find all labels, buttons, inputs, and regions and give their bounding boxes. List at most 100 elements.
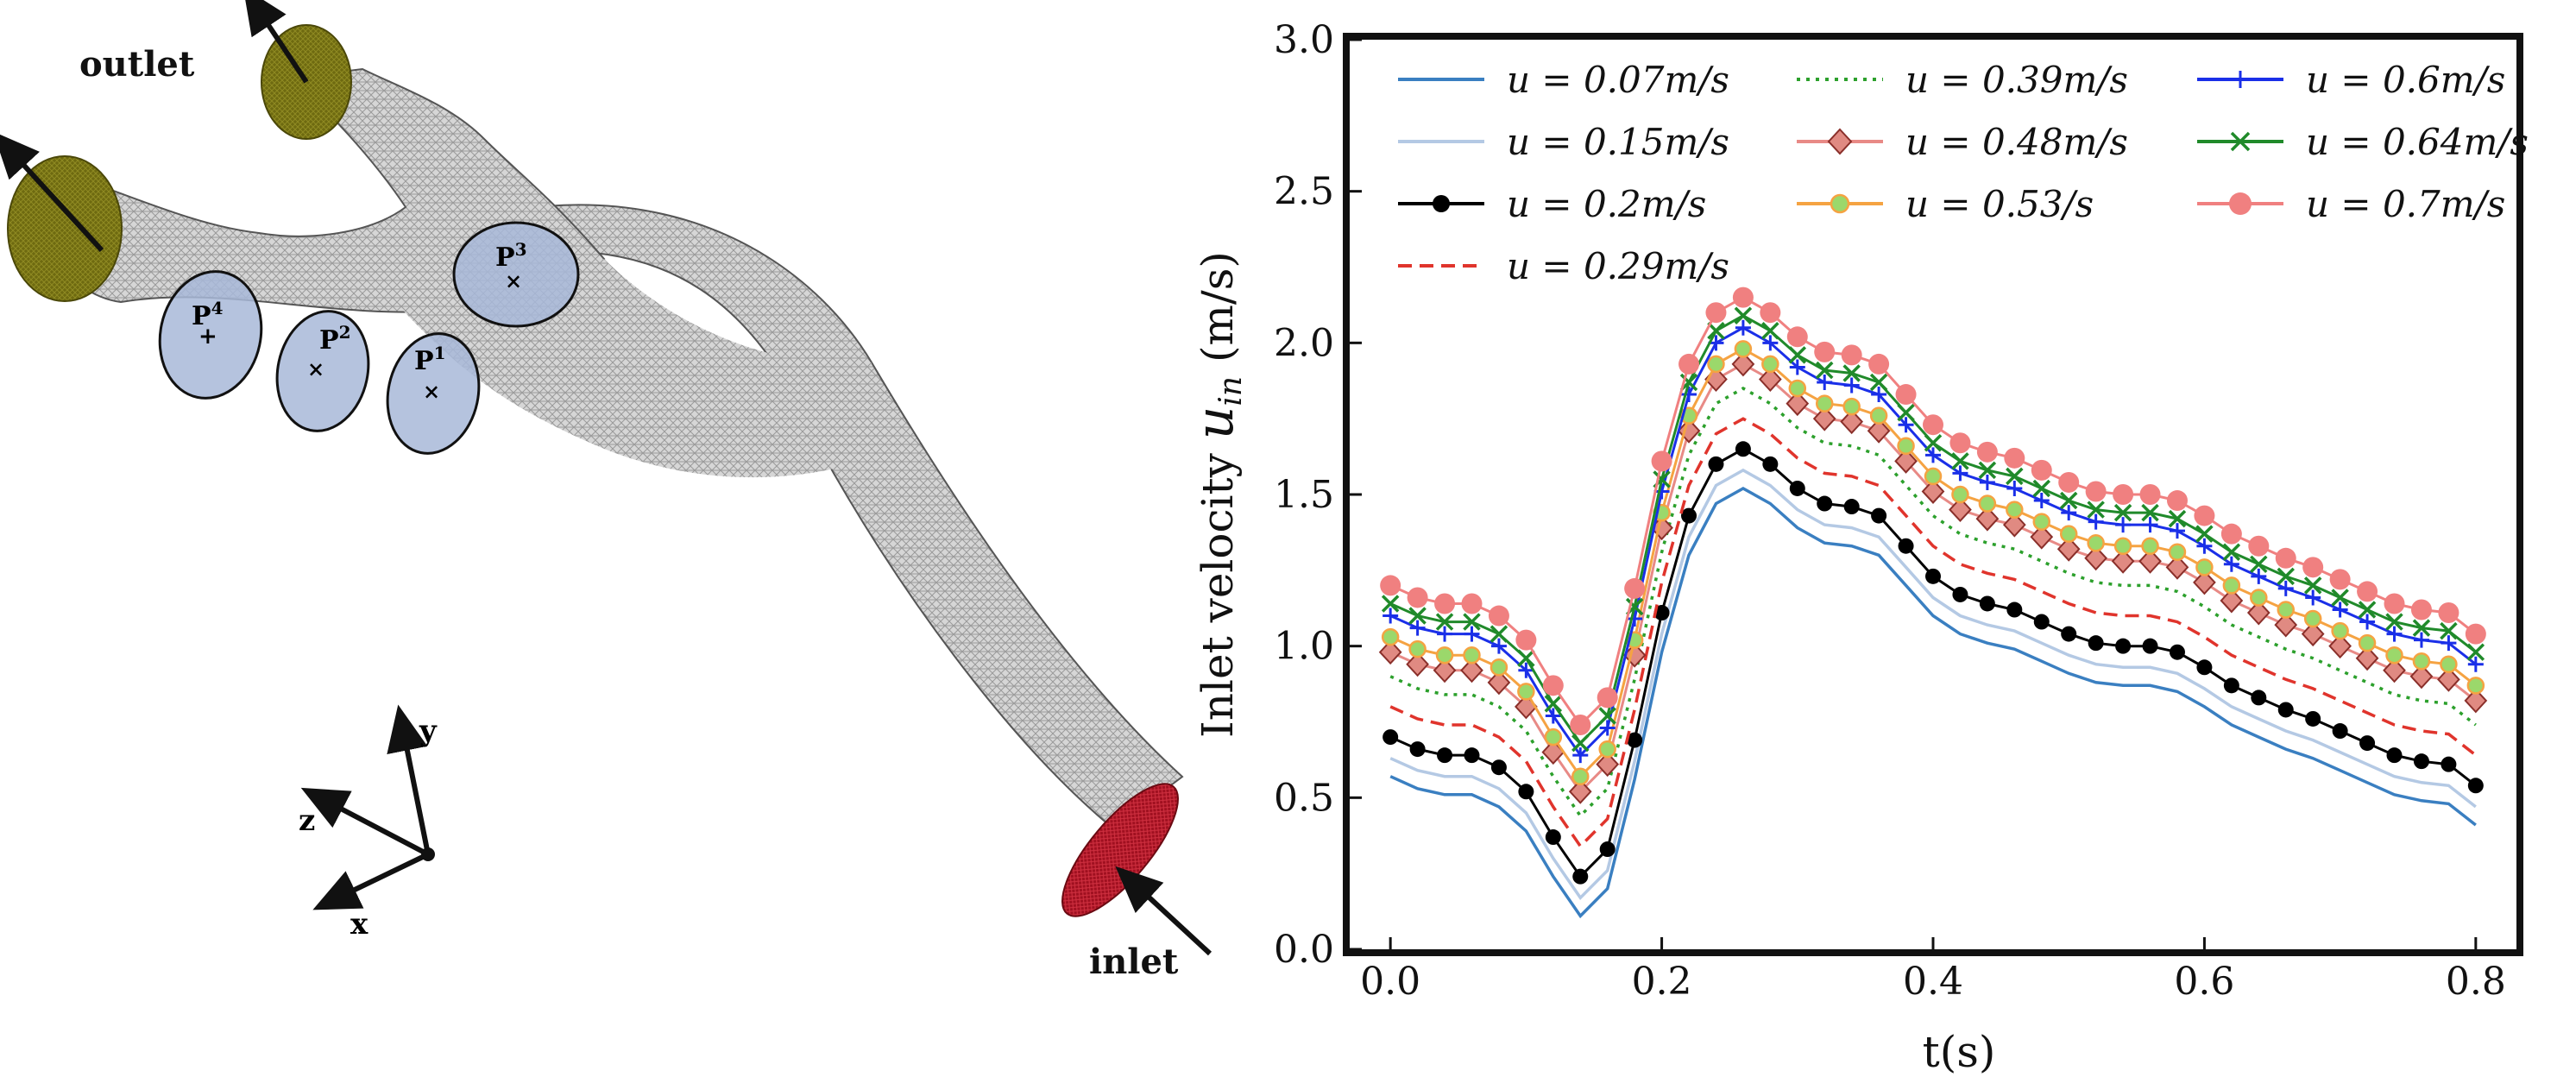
probe-label-p4: P4 bbox=[192, 298, 224, 331]
data-point bbox=[1840, 409, 1864, 435]
data-point bbox=[1488, 605, 1509, 627]
probe-marker-p4: + bbox=[198, 324, 217, 350]
data-point bbox=[2169, 644, 2185, 660]
outlet-label: outlet bbox=[79, 44, 195, 85]
data-point bbox=[2111, 548, 2135, 574]
data-point bbox=[1898, 538, 1914, 554]
data-point bbox=[2220, 588, 2244, 614]
data-point bbox=[2006, 480, 2023, 496]
data-point bbox=[2383, 658, 2406, 683]
data-point bbox=[1843, 377, 1860, 394]
legend-entry: u = 0.39m/s bbox=[1797, 59, 2128, 101]
data-point bbox=[1975, 506, 2000, 532]
data-point bbox=[1597, 687, 1618, 709]
data-point bbox=[1681, 507, 1697, 524]
data-point bbox=[2357, 581, 2378, 602]
data-point bbox=[1871, 387, 1887, 403]
data-point bbox=[1761, 322, 1779, 340]
data-point bbox=[2464, 688, 2488, 714]
x-axis-label: t(s) bbox=[1923, 1027, 1996, 1077]
legend-entry: u = 0.15m/s bbox=[1398, 121, 1729, 163]
data-point bbox=[2409, 664, 2434, 690]
data-point bbox=[2331, 621, 2349, 640]
data-point bbox=[1571, 767, 1590, 785]
data-point bbox=[2061, 626, 2077, 642]
y-tick-label: 0.5 bbox=[1274, 776, 1334, 820]
legend-entry: u = 0.2m/s bbox=[1398, 183, 1706, 225]
data-point bbox=[2465, 623, 2486, 645]
data-point bbox=[2141, 537, 2159, 555]
legend-entry: u = 0.6m/s bbox=[2197, 59, 2505, 101]
series-5 bbox=[1378, 351, 2488, 804]
data-point bbox=[2359, 735, 2376, 752]
data-point bbox=[1924, 434, 1943, 452]
y-tick-label: 2.5 bbox=[1274, 170, 1334, 214]
axis-label-x: x bbox=[350, 907, 368, 942]
data-point bbox=[2332, 601, 2348, 618]
probe-plane-p2 bbox=[275, 310, 370, 432]
data-point bbox=[1897, 403, 1915, 422]
data-point bbox=[2223, 677, 2239, 694]
data-point bbox=[2246, 600, 2271, 626]
data-point bbox=[1898, 417, 1914, 433]
series-line bbox=[1389, 486, 2477, 919]
data-point bbox=[1544, 695, 1563, 713]
data-point bbox=[1951, 485, 1969, 504]
data-point bbox=[1734, 340, 1753, 358]
data-point bbox=[1979, 474, 1995, 490]
outlet-arrow-right bbox=[242, 0, 309, 84]
probe-plane-p4 bbox=[158, 270, 263, 400]
data-point bbox=[1433, 195, 1450, 212]
inlet-label: inlet bbox=[1089, 942, 1179, 982]
legend-entry: u = 0.29m/s bbox=[1398, 245, 1729, 287]
data-point bbox=[1871, 507, 1887, 524]
data-point bbox=[1461, 593, 1483, 614]
data-point bbox=[2195, 558, 2214, 576]
data-point bbox=[2277, 567, 2295, 586]
series-line bbox=[1389, 417, 2477, 849]
data-point bbox=[1978, 494, 1997, 513]
legend-label: u = 0.07m/s bbox=[1507, 59, 1729, 101]
data-point bbox=[1842, 397, 1861, 416]
data-point bbox=[2441, 635, 2457, 652]
data-point bbox=[2251, 690, 2267, 706]
probe-label-p3: P3 bbox=[495, 239, 526, 273]
legend-label: u = 0.29m/s bbox=[1507, 245, 1729, 287]
legend-label: u = 0.39m/s bbox=[1905, 59, 2128, 101]
legend-label: u = 0.2m/s bbox=[1507, 183, 1706, 225]
data-point bbox=[2138, 548, 2162, 574]
data-point bbox=[1705, 302, 1727, 324]
probe-label-p1: P1 bbox=[414, 343, 445, 376]
data-point bbox=[2168, 509, 2187, 528]
data-point bbox=[2410, 599, 2432, 620]
data-point bbox=[2085, 481, 2107, 502]
data-point bbox=[1815, 361, 1834, 380]
data-point bbox=[1517, 649, 1535, 667]
data-point bbox=[2193, 570, 2216, 595]
data-point bbox=[1598, 707, 1616, 725]
legend-label: u = 0.7m/s bbox=[2306, 183, 2505, 225]
legend: u = 0.07m/s u = 0.15m/s u = 0.2m/s u = 0.29… bbox=[1398, 59, 2529, 287]
data-point bbox=[2196, 538, 2213, 554]
data-point bbox=[1381, 595, 1400, 613]
probe-marker-p3: × bbox=[505, 268, 522, 293]
data-point bbox=[2331, 589, 2349, 607]
data-point bbox=[1707, 322, 1725, 340]
x-tick-label: 0.2 bbox=[1632, 960, 1692, 1004]
legend-label: u = 0.48m/s bbox=[1905, 121, 2128, 163]
data-point bbox=[2440, 655, 2458, 673]
data-point bbox=[1406, 652, 1429, 677]
data-point bbox=[2386, 626, 2403, 642]
data-point bbox=[2002, 512, 2026, 538]
data-point bbox=[1731, 351, 1755, 377]
data-point bbox=[2232, 71, 2249, 88]
data-point bbox=[1490, 759, 1507, 776]
data-point bbox=[1952, 586, 1968, 602]
data-point bbox=[1624, 577, 1646, 599]
data-point bbox=[1677, 418, 1701, 444]
data-point bbox=[1867, 418, 1891, 444]
data-point bbox=[2441, 756, 2457, 772]
data-point bbox=[1408, 607, 1427, 625]
data-point bbox=[1490, 658, 1508, 677]
data-point bbox=[2142, 517, 2158, 533]
